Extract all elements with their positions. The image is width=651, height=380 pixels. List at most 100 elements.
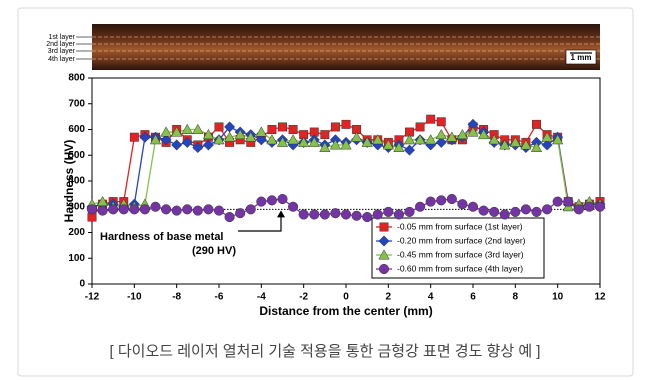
marker xyxy=(416,123,424,131)
micrograph xyxy=(92,24,600,70)
marker xyxy=(447,194,457,204)
marker xyxy=(394,210,404,220)
marker xyxy=(379,264,389,274)
y-tick-label: 200 xyxy=(68,227,85,238)
marker xyxy=(426,197,436,207)
marker xyxy=(320,210,330,220)
x-tick-label: 12 xyxy=(594,292,606,303)
legend-label: -0.05 mm from surface (1st layer) xyxy=(397,221,523,231)
marker xyxy=(380,223,388,231)
annotation: (290 HV) xyxy=(192,245,236,257)
page: Hardness (HV) Distance from the center (… xyxy=(0,0,651,380)
x-tick-label: -6 xyxy=(215,292,224,303)
marker xyxy=(87,205,97,215)
annotation-arrow xyxy=(238,215,281,231)
marker xyxy=(489,207,499,217)
marker xyxy=(342,120,350,128)
layer-label: 3rd layer xyxy=(48,48,76,55)
marker xyxy=(532,207,542,217)
marker xyxy=(268,125,276,133)
x-tick-label: 8 xyxy=(513,292,519,303)
marker xyxy=(215,123,223,131)
layer-label: 2nd layer xyxy=(46,41,75,48)
marker xyxy=(299,210,309,220)
y-tick-label: 700 xyxy=(68,98,85,109)
marker xyxy=(468,202,478,212)
marker xyxy=(331,123,339,131)
marker xyxy=(415,202,425,212)
marker xyxy=(140,205,150,215)
marker xyxy=(436,196,446,206)
marker xyxy=(542,205,552,215)
x-axis-title: Distance from the center (mm) xyxy=(259,304,432,318)
marker xyxy=(267,196,277,206)
marker xyxy=(171,140,181,150)
legend-label: -0.20 mm from surface (2nd layer) xyxy=(397,235,526,245)
marker xyxy=(373,210,383,220)
marker xyxy=(151,202,161,212)
marker xyxy=(289,125,297,133)
marker xyxy=(182,205,192,215)
marker xyxy=(288,135,298,144)
marker xyxy=(225,212,235,222)
marker xyxy=(511,207,521,217)
x-tick-label: 4 xyxy=(428,292,434,303)
marker xyxy=(257,197,267,207)
figure: Hardness (HV) Distance from the center (… xyxy=(0,0,651,380)
marker xyxy=(574,205,584,215)
x-tick-label: -2 xyxy=(299,292,308,303)
marker xyxy=(193,206,203,216)
annotation: Hardness of base metal xyxy=(100,231,224,243)
marker xyxy=(119,205,129,215)
marker xyxy=(341,210,351,220)
x-tick-label: -12 xyxy=(85,292,100,303)
marker xyxy=(352,211,362,221)
legend-label: -0.45 mm from surface (3rd layer) xyxy=(397,249,524,259)
x-tick-label: -4 xyxy=(257,292,266,303)
y-tick-label: 500 xyxy=(68,150,85,161)
marker xyxy=(278,194,288,204)
marker xyxy=(256,127,266,136)
marker xyxy=(553,197,563,207)
marker xyxy=(108,205,118,215)
marker xyxy=(384,207,394,217)
marker xyxy=(161,205,171,215)
y-tick-label: 0 xyxy=(79,279,85,290)
marker xyxy=(130,133,138,141)
marker xyxy=(172,206,182,216)
arrow-head xyxy=(277,210,285,217)
marker xyxy=(130,205,140,215)
x-tick-label: 10 xyxy=(552,292,564,303)
marker xyxy=(288,202,298,212)
scale-label: 1 mm xyxy=(571,53,592,62)
marker xyxy=(331,208,341,218)
marker xyxy=(521,205,531,215)
marker xyxy=(595,202,605,212)
x-tick-label: -10 xyxy=(127,292,142,303)
marker xyxy=(479,206,489,216)
marker xyxy=(437,118,445,126)
x-tick-label: 2 xyxy=(386,292,392,303)
y-tick-label: 600 xyxy=(68,124,85,135)
marker xyxy=(98,206,108,216)
marker xyxy=(309,210,319,220)
marker xyxy=(321,130,329,138)
marker xyxy=(436,129,446,138)
layer-label: 4th layer xyxy=(48,56,76,63)
marker xyxy=(532,120,540,128)
marker xyxy=(362,212,372,222)
marker xyxy=(500,210,510,220)
layer-label: 1st layer xyxy=(49,34,76,41)
x-tick-label: 6 xyxy=(470,292,476,303)
marker xyxy=(458,199,468,209)
marker xyxy=(585,202,595,212)
marker xyxy=(405,207,415,217)
caption: [ 다이오드 레이저 열처리 기술 적용을 통한 금형강 표면 경도 향상 예 … xyxy=(110,343,541,360)
marker xyxy=(426,115,434,123)
marker xyxy=(204,205,214,215)
marker xyxy=(214,206,224,216)
x-tick-label: -8 xyxy=(172,292,181,303)
marker xyxy=(563,197,573,207)
y-tick-label: 300 xyxy=(68,201,85,212)
marker xyxy=(246,205,256,215)
